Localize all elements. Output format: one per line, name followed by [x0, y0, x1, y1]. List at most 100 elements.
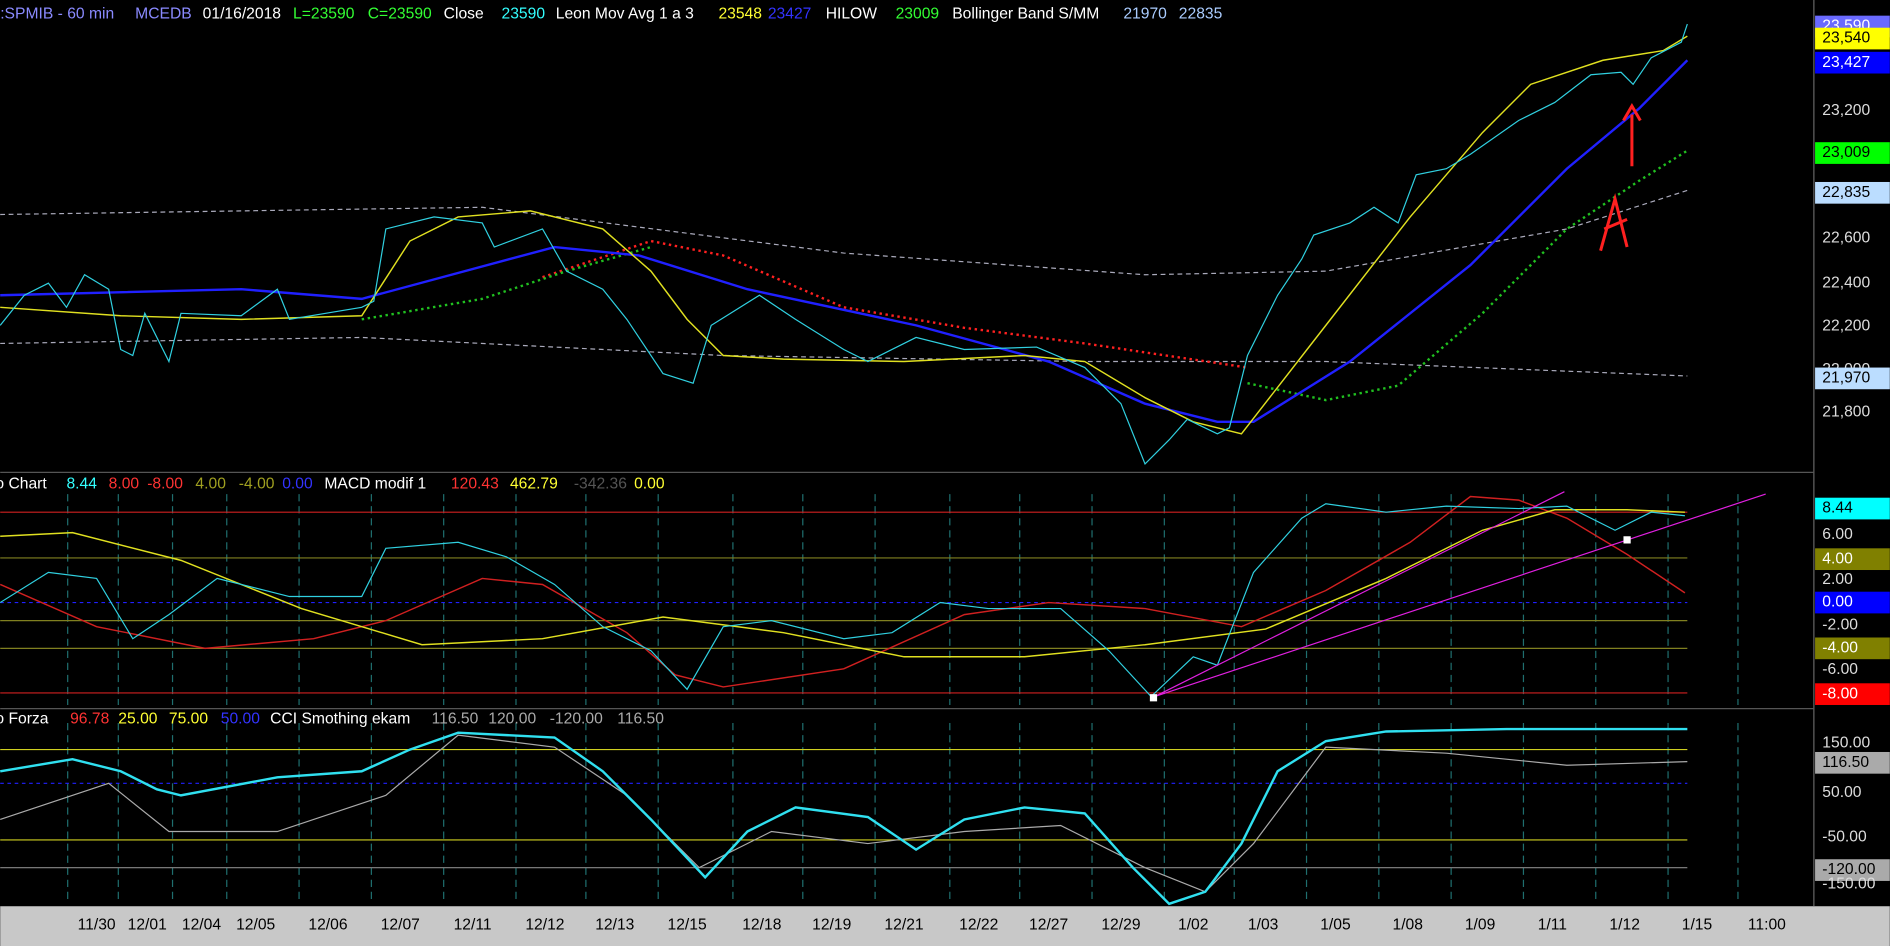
axis-label: 2.00: [1822, 571, 1853, 588]
cci-smoothed: [0, 734, 1688, 893]
x-axis-label: 1/12: [1609, 917, 1639, 934]
x-axis-label: 12/21: [884, 917, 923, 934]
axis-label: 22,400: [1822, 274, 1870, 291]
header-text: 23548: [718, 6, 762, 23]
header-text: HILOW: [826, 6, 878, 23]
marker: [1623, 536, 1631, 544]
header-text: Leon Mov Avg 1 a 3: [556, 6, 694, 23]
axis-label-box: [1815, 859, 1890, 881]
x-axis-label: 11:00: [1748, 917, 1786, 934]
indicator-text: 120.00: [488, 711, 536, 728]
axis-label: 23,427: [1822, 54, 1870, 71]
labels: :SPMIB - 60 min MCEDB 01/16/2018 L=23590 C=2…: [0, 6, 1890, 934]
header-text: Close: [444, 6, 484, 23]
indicator-text: CCI Smothing ekam: [270, 711, 410, 728]
axis-label-box: [1815, 637, 1890, 660]
header-text: :SPMIB - 60 min: [0, 6, 114, 23]
leon-moving-average: [0, 35, 1688, 435]
indicator-text: -8.00: [147, 476, 183, 493]
axis-label: 21,970: [1822, 370, 1870, 387]
axis-label-box: [1815, 683, 1890, 705]
macd-line: [0, 509, 1685, 658]
indicator-text: -120.00: [550, 711, 603, 728]
axis-label-box: [1815, 548, 1890, 571]
axis-label-box: [1815, 27, 1890, 50]
axis-label-box: [1815, 142, 1890, 164]
axis-label: -4.00: [1822, 639, 1858, 656]
indicator-text: o Forza: [0, 711, 49, 728]
header-text: 23590: [502, 6, 546, 23]
x-axis-label: 12/29: [1101, 917, 1140, 934]
axis-label: 0.00: [1822, 594, 1853, 611]
x-axis-label: 11/30: [78, 917, 116, 934]
axis-label: 23,540: [1822, 30, 1870, 47]
x-axis-label: 12/18: [742, 917, 781, 934]
indicator-text: 4.00: [195, 476, 226, 493]
x-axis-label: 12/27: [1029, 917, 1068, 934]
x-axis-label: 12/15: [668, 917, 707, 934]
x-axis-label: 12/11: [454, 917, 492, 934]
x-axis-label: 1/11: [1538, 917, 1567, 934]
indicator-text: 25.00: [118, 711, 157, 728]
indicator-text: 116.50: [617, 711, 664, 728]
axis-label: -50.00: [1822, 829, 1867, 846]
x-axis-label: 1/02: [1178, 917, 1208, 934]
axis-label: -120.00: [1822, 861, 1875, 878]
axis-label: -6.00: [1822, 661, 1858, 678]
hilow-low: [361, 245, 652, 321]
x-axis-label: 12/05: [236, 917, 275, 934]
axis-label-box: [1815, 181, 1890, 204]
hilow-low: [1247, 149, 1688, 402]
indicator-text: 8.00: [109, 476, 140, 493]
axis-label: 8.44: [1822, 500, 1853, 517]
indicator-text: 50.00: [221, 711, 260, 728]
annotation-letter: [1599, 192, 1629, 252]
cci-line: [0, 727, 1688, 906]
axis-label: 50.00: [1822, 784, 1861, 801]
indicator-text: -342.36: [574, 476, 627, 493]
indicator-text: -4.00: [239, 476, 275, 493]
header-text: 01/16/2018: [203, 6, 282, 23]
header-text: L=23590: [293, 6, 355, 23]
indicator-text: 75.00: [169, 711, 208, 728]
trend-line: [1154, 493, 1766, 698]
x-axis-label: 1/15: [1682, 917, 1713, 934]
axis-label: -8.00: [1822, 685, 1858, 702]
bollinger-upper: [0, 189, 1688, 276]
moving-average: [0, 59, 1689, 423]
annotation-arrow: [1622, 103, 1642, 167]
close-price: [0, 23, 1688, 466]
indicator-text: MACD modif 1: [324, 476, 426, 493]
axis-label-box: [1815, 497, 1890, 520]
axis-label: 22,600: [1822, 230, 1870, 247]
axis-label: 150.00: [1822, 735, 1870, 752]
axis-label: 23,009: [1822, 144, 1870, 161]
x-axis-label: 12/04: [182, 917, 221, 934]
x-axis-label: 12/07: [381, 917, 420, 934]
indicator-text: 0.00: [282, 476, 313, 493]
trend-line: [1154, 491, 1565, 698]
axis-label: 6.00: [1822, 526, 1853, 543]
axis-label: -150.00: [1822, 876, 1875, 893]
axis-label-box: [1815, 591, 1890, 614]
axis-label-box: [1815, 751, 1890, 774]
x-axis-label: 1/09: [1465, 917, 1495, 934]
x-axis-label: 12/01: [128, 917, 167, 934]
indicator-text: 462.79: [510, 476, 558, 493]
indicator-text: 96.78: [70, 711, 109, 728]
oscillator: [0, 503, 1685, 698]
x-axis-label: 12/06: [308, 917, 347, 934]
axis-label: 23,200: [1822, 102, 1870, 119]
axis-label-box: [1815, 367, 1890, 390]
indicator-text: 0.00: [634, 476, 665, 493]
x-axis-bar: [0, 906, 1890, 946]
indicator-text: 120.43: [451, 476, 499, 493]
x-axis-label: 12/19: [812, 917, 851, 934]
x-axis-label: 12/12: [525, 917, 564, 934]
axis-label: 4.00: [1822, 550, 1853, 567]
axis-label-box: [1815, 51, 1890, 74]
x-axis-label: 1/05: [1320, 917, 1351, 934]
axis-label: 22,200: [1822, 318, 1870, 335]
